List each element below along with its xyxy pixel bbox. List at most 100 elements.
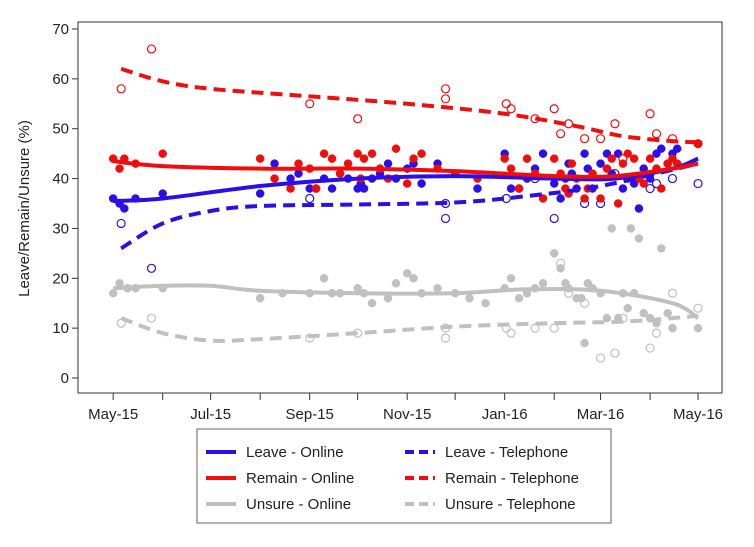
data-point [634,234,644,243]
data-point [417,179,426,188]
data-point [645,183,655,194]
data-point [108,288,118,298]
data-point [651,328,662,338]
data-point [116,218,126,229]
data-point [402,179,412,188]
data-point [556,258,566,268]
data-point [353,114,363,124]
data-point [602,164,612,173]
data-point [481,298,490,308]
y-tick-label: 10 [52,320,69,337]
data-point [613,199,623,208]
data-point [255,293,265,303]
data-point [367,149,377,158]
data-point [115,164,124,173]
legend-label: Remain - Online [246,470,354,487]
data-point [577,293,586,303]
legend-border [196,428,612,524]
data-point [319,149,329,158]
legend-box [196,428,612,524]
data-point [286,184,295,193]
data-point [311,184,321,193]
data-point [530,323,540,333]
data-point [327,184,337,193]
data-point [645,343,655,353]
data-point [549,104,559,114]
data-point [270,159,279,168]
data-point [651,129,662,139]
data-point [657,144,666,153]
data-point [359,184,369,193]
data-point [538,194,548,203]
data-point [663,308,672,318]
data-point [294,159,303,168]
data-point [549,323,559,333]
data-point [645,109,655,119]
x-tick-label: May-16 [673,406,723,423]
data-point [538,149,548,158]
trend-line-unsure-online [113,283,700,320]
data-point [595,134,606,144]
data-point [146,44,157,54]
plot-frame [77,21,723,394]
legend-label: Unsure - Telephone [445,496,576,513]
data-point [305,99,315,109]
data-point [319,274,329,283]
data-point [514,293,524,303]
data-point [146,263,157,273]
data-point [602,313,612,323]
data-point [305,193,315,204]
x-tick-label: Jul-15 [190,406,231,423]
data-point [610,119,620,129]
data-point [657,244,666,253]
data-point [693,323,703,333]
data-point [506,164,516,173]
data-point [580,338,589,348]
data-point [440,94,451,104]
data-point [657,184,666,193]
data-point [634,204,644,213]
data-point [270,174,279,183]
series-points-leave-telephone [116,168,703,273]
data-point [639,179,648,188]
trend-line-unsure-telephone [120,313,699,343]
data-point [506,274,516,283]
data-point [120,204,129,213]
x-tick-label: May-15 [88,406,138,423]
data-point [402,269,412,278]
data-point [158,149,167,158]
data-point [556,194,565,203]
series-points-unsure-telephone [116,258,703,363]
data-point [549,179,559,188]
data-point [506,328,516,338]
legend: Leave - Online Leave - Telephone Remain - … [206,444,579,513]
y-tick-label: 40 [52,171,69,188]
data-point [618,184,628,193]
data-point [409,154,418,163]
legend-label: Remain - Telephone [445,470,579,487]
legend-label: Unsure - Online [246,496,351,513]
data-point [596,194,605,203]
data-point [440,84,451,94]
data-point [522,154,532,163]
data-point [501,99,511,109]
data-point [673,144,682,153]
data-point [343,159,353,168]
data-point [667,288,678,298]
data-point [335,169,345,178]
data-point [549,213,559,224]
data-point [607,224,616,233]
data-point [294,169,303,178]
data-point [391,144,401,153]
data-point [433,284,442,293]
legend-label: Leave - Online [246,444,344,461]
series-points-remain-telephone [116,44,703,164]
data-point [567,159,577,168]
data-point [367,298,377,308]
data-point [409,274,418,283]
data-point [255,154,265,163]
y-tick-label: 60 [52,71,69,88]
data-point [473,184,482,193]
data-point [549,154,559,163]
data-point [693,178,703,189]
